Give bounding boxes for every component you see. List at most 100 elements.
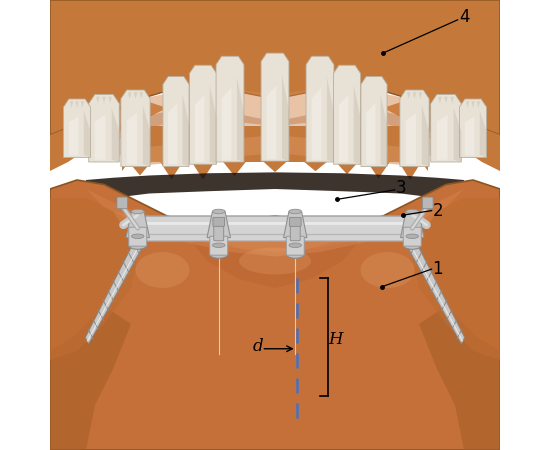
FancyBboxPatch shape [210,236,228,255]
FancyBboxPatch shape [286,236,304,255]
Polygon shape [437,115,448,160]
Polygon shape [480,111,487,158]
Polygon shape [140,92,143,99]
FancyBboxPatch shape [129,227,147,246]
Polygon shape [237,77,244,162]
FancyBboxPatch shape [213,217,224,226]
Polygon shape [261,53,289,161]
Polygon shape [85,240,140,344]
FancyBboxPatch shape [214,221,224,241]
Text: H: H [328,331,343,348]
Polygon shape [128,92,131,99]
Polygon shape [459,99,487,158]
Polygon shape [183,94,189,166]
Polygon shape [366,104,375,164]
Polygon shape [185,234,365,288]
FancyBboxPatch shape [422,197,433,209]
FancyBboxPatch shape [290,221,300,241]
Polygon shape [450,97,454,104]
Polygon shape [282,75,289,161]
Ellipse shape [289,243,301,248]
Polygon shape [466,101,469,108]
Polygon shape [422,105,429,166]
Polygon shape [410,240,465,344]
Polygon shape [89,94,119,162]
Polygon shape [50,0,167,171]
Text: 2: 2 [433,202,443,220]
FancyBboxPatch shape [403,227,421,246]
Polygon shape [95,108,455,162]
Polygon shape [333,65,360,164]
Polygon shape [112,108,119,162]
Polygon shape [50,0,500,135]
Polygon shape [75,101,79,108]
FancyBboxPatch shape [289,217,301,226]
Polygon shape [108,97,112,104]
Polygon shape [312,88,321,160]
Polygon shape [383,0,500,171]
Polygon shape [216,56,244,162]
Polygon shape [400,212,424,238]
Ellipse shape [210,250,228,258]
Polygon shape [406,113,416,164]
Polygon shape [477,101,480,108]
Polygon shape [70,101,73,108]
Ellipse shape [131,234,144,238]
Polygon shape [131,135,419,166]
Polygon shape [222,88,232,160]
Polygon shape [407,92,410,99]
Polygon shape [102,97,106,104]
Polygon shape [419,306,500,450]
Polygon shape [195,95,205,162]
Polygon shape [122,126,428,180]
Text: 3: 3 [395,179,406,197]
Polygon shape [431,94,461,162]
Polygon shape [143,105,150,166]
Polygon shape [354,85,360,164]
Polygon shape [267,86,277,159]
Text: d: d [252,338,263,355]
Ellipse shape [135,252,190,288]
Text: 1: 1 [433,260,443,278]
Polygon shape [63,99,91,158]
Ellipse shape [406,234,419,238]
Ellipse shape [360,252,415,288]
Polygon shape [419,92,422,99]
Polygon shape [190,65,217,164]
Polygon shape [339,95,348,162]
Ellipse shape [406,209,419,214]
Ellipse shape [403,241,421,249]
Polygon shape [410,198,500,360]
Ellipse shape [212,243,225,248]
FancyBboxPatch shape [117,197,128,209]
Polygon shape [50,306,131,450]
Ellipse shape [131,209,144,214]
Ellipse shape [286,250,304,258]
Polygon shape [50,198,140,360]
Polygon shape [207,212,230,238]
Polygon shape [284,212,307,238]
Text: 4: 4 [459,8,469,26]
Polygon shape [444,97,448,104]
Polygon shape [134,92,138,99]
Polygon shape [361,76,387,166]
Polygon shape [471,101,475,108]
FancyBboxPatch shape [134,216,416,241]
Polygon shape [81,101,84,108]
Polygon shape [327,77,334,162]
Polygon shape [86,189,464,252]
Polygon shape [412,92,416,99]
Polygon shape [168,104,177,164]
Polygon shape [50,180,500,450]
Polygon shape [86,172,464,198]
Polygon shape [163,76,189,166]
Polygon shape [69,117,78,155]
Ellipse shape [129,241,147,249]
Polygon shape [113,212,437,256]
Polygon shape [126,113,137,164]
Polygon shape [96,97,100,104]
Ellipse shape [239,248,311,274]
Ellipse shape [212,209,225,214]
Polygon shape [84,111,91,158]
Polygon shape [454,108,461,162]
